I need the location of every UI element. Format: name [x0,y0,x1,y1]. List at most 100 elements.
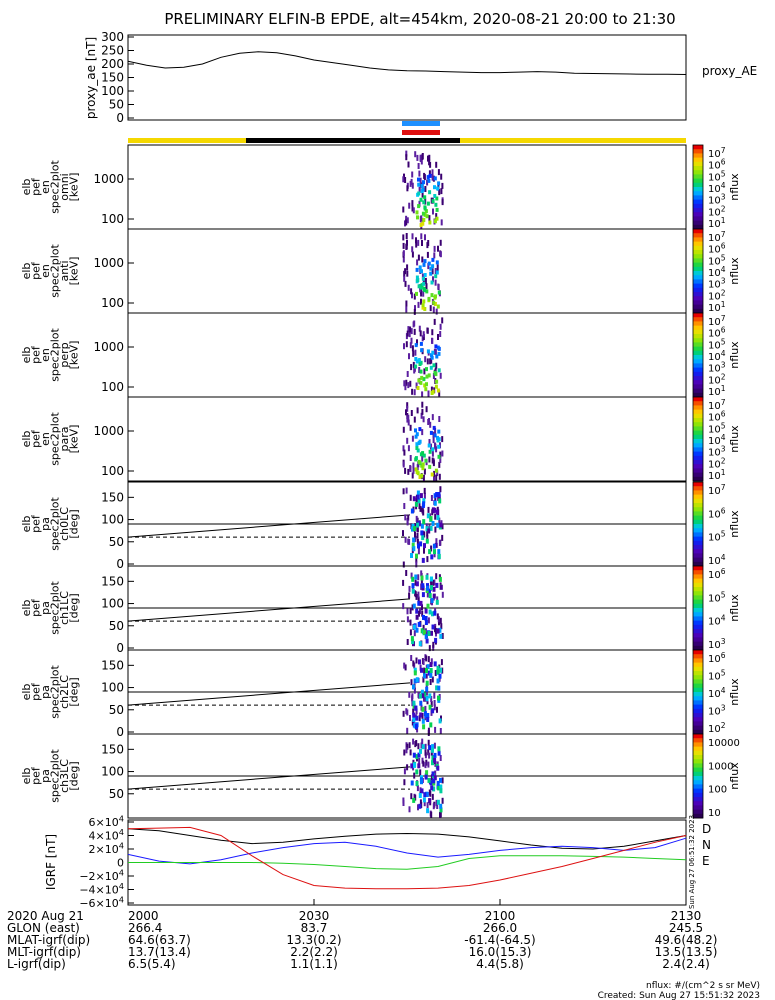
spectrogram-cell [436,803,439,809]
colorbar-label: nflux [728,257,741,285]
colorbar-segment [693,439,703,444]
tick-exponent: 6 [721,326,726,335]
spectrogram-cell [435,308,438,315]
spectrogram-cell [424,458,428,463]
spectrogram-cell [423,195,427,200]
spectrogram-cell [436,470,439,477]
spectrogram-cell [403,380,406,387]
colorbar-segment [693,195,703,201]
spectrogram-ylabel-line: ch0LC [58,507,71,541]
spectrogram-cell [408,742,411,749]
colorbar-segment [693,540,703,546]
spectrogram-cell [430,293,434,298]
spectrogram-cell [427,155,429,162]
spectrogram-cell [420,233,423,240]
colorbar-segment [693,220,703,226]
spectrogram-ylabel-line: pa [39,769,52,783]
spectrogram-cell [414,428,417,433]
colorbar-segment [693,654,703,659]
colorbar-segment [693,561,703,567]
spectrogram-cell [404,177,407,183]
spectrogram-cell [428,456,431,463]
spectrogram-cell [421,744,425,750]
colorbar-segment [693,287,703,293]
spectrogram-cell [403,275,406,282]
spectrogram-cell [429,790,432,797]
spectrogram-cell [426,713,430,718]
spectrogram-cell [430,598,434,603]
x-axis-row-value: 13.5(13.5) [655,945,718,959]
spectrogram-cell [437,553,441,559]
spectrogram-cell [428,220,432,225]
spectrogram-cell [431,744,435,750]
spectrogram-cell [437,437,441,442]
spectrogram-cell [420,523,424,529]
colorbar-segment [693,587,703,592]
colorbar-segment [693,771,703,777]
spectrogram-cell [435,161,438,168]
spectrogram-ylabel-line: [keV] [68,341,81,370]
spectrogram-cell [425,680,429,686]
x-axis-row-value: 6.5(5.4) [128,957,176,971]
spectrogram-cell [426,251,429,258]
colorbar-tick-label: 103 [708,637,726,651]
tick-base: 10 [708,533,721,544]
spectrogram-ylabel-line: spec2plot [49,160,62,214]
spectrogram-cell [430,701,433,707]
spectrogram-cell [425,696,429,702]
spectrogram-cell [426,175,430,180]
tick-base: 10 [708,509,721,520]
spectrogram-cell [411,604,414,611]
spectrogram-cell [406,239,408,246]
spectrogram-cell [431,329,434,336]
colorbar-segment [693,608,703,613]
x-axis-row-value: 16.0(15.3) [469,945,532,959]
spectrogram-cell [429,525,433,531]
proxy-ae-ytick-label: 0 [116,111,124,125]
colorbar-label: nflux [728,510,741,538]
spectrogram-cell [424,277,427,284]
spectrogram-cell [428,439,431,445]
spectrogram-cell [415,359,419,364]
spectrogram-cell [435,492,439,497]
spectrogram-cell [405,379,408,386]
colorbar-tick-label: 105 [708,590,726,604]
tick-base: 10 [708,471,721,482]
colorbar-tick-label: 107 [708,314,726,328]
tick-base: 10 [708,233,721,244]
pitch-ytick-label: 50 [109,619,124,633]
spectrogram-cell [431,747,434,753]
spectrogram-cell [412,467,415,474]
spectrogram-cell [427,656,430,663]
spectrogram-cell [419,541,423,547]
spectrogram-cell [435,446,438,453]
spectrogram-cell [409,607,412,614]
spectrogram-cell [427,777,431,783]
spectrogram-ylabel-line: pef [30,345,43,364]
spectrogram-cell [426,358,429,365]
spectrogram-cell [412,603,416,609]
spectrogram-cell [421,535,425,541]
colorbar-segment [693,166,703,171]
spectrogram-cell [403,779,406,786]
spectrogram-cell [411,526,414,532]
spectrogram-cell [402,250,405,257]
spectrogram-cell [415,442,419,447]
spectrogram-cell [428,449,432,454]
spectrogram-cell [436,780,440,786]
spectrogram-cell [402,206,405,213]
spectrogram-cell [429,722,433,728]
colorbar-segment [693,464,703,469]
spectrogram-cell [419,712,423,718]
energy-ytick-label: 100 [101,296,124,310]
tick-exponent: 4 [721,686,726,695]
spectrogram-cell [432,593,436,599]
colorbar-segment [693,468,703,474]
tick-base: 10 [708,340,721,351]
spectrogram-cell [420,183,424,188]
spectrogram-cell [406,371,409,377]
igrf-ytick-label: −6×104 [79,895,124,910]
spectrogram-cell [430,386,433,393]
tick-base: 10 [708,291,721,302]
spectrogram-cell [439,755,442,761]
